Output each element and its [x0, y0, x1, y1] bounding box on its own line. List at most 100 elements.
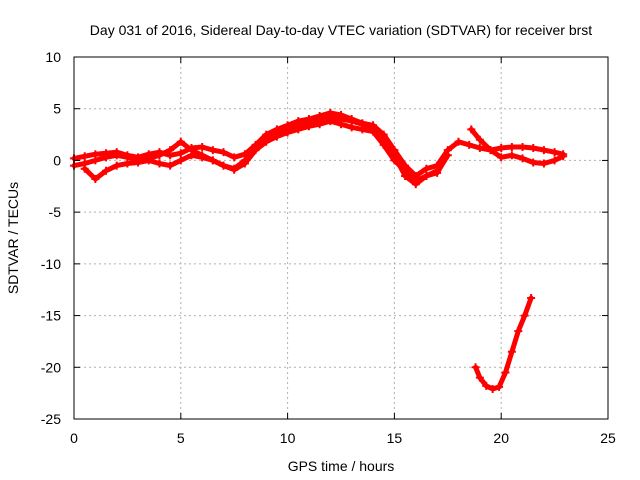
data-point	[198, 142, 207, 151]
data-point	[369, 127, 378, 136]
data-point	[166, 146, 175, 155]
data-point	[422, 164, 431, 173]
y-tick-label: 10	[45, 49, 61, 65]
data-point	[482, 381, 491, 390]
data-point	[208, 156, 217, 165]
series-track-e	[471, 293, 536, 394]
data-point	[198, 153, 207, 162]
data-point	[486, 146, 495, 155]
data-point	[518, 154, 527, 163]
x-tick-label: 15	[387, 430, 403, 446]
y-tick-label: -10	[41, 256, 61, 272]
data-point	[471, 363, 480, 372]
data-point	[155, 151, 164, 160]
data-point	[495, 382, 504, 391]
data-point	[230, 153, 239, 162]
data-point	[208, 146, 217, 155]
data-point	[219, 161, 228, 170]
data-point	[176, 137, 185, 146]
data-point	[539, 146, 548, 155]
data-point	[390, 156, 399, 165]
data-point	[112, 151, 121, 160]
data-point	[102, 153, 111, 162]
data-point	[401, 166, 410, 175]
y-tick-label: -15	[41, 308, 61, 324]
y-tick-label: 5	[53, 101, 61, 117]
data-point	[358, 125, 367, 134]
data-point	[272, 132, 281, 141]
data-point	[176, 156, 185, 165]
series-line	[473, 295, 534, 392]
data-point	[475, 144, 484, 153]
data-point	[475, 373, 484, 382]
chart-title: Day 031 of 2016, Sidereal Day-to-day VTE…	[90, 22, 592, 38]
data-point	[326, 117, 335, 126]
data-point	[337, 120, 345, 129]
data-point	[155, 159, 164, 168]
data-point	[529, 158, 538, 167]
data-point	[539, 159, 548, 168]
x-tick-label: 0	[70, 430, 78, 446]
data-point	[514, 327, 523, 336]
series-track-d	[467, 125, 568, 168]
data-point	[187, 151, 196, 160]
data-point	[467, 125, 476, 134]
y-tick-label: -5	[49, 204, 62, 220]
data-point	[507, 347, 516, 356]
data-point	[501, 368, 510, 377]
data-point	[411, 177, 420, 186]
plot-frame	[73, 56, 609, 420]
data-point	[166, 161, 175, 170]
data-point	[176, 149, 185, 158]
data-point	[488, 385, 497, 394]
data-point	[112, 161, 121, 170]
data-point	[347, 123, 356, 132]
data-point	[443, 151, 452, 160]
data-point	[315, 120, 324, 129]
data-point	[102, 166, 111, 175]
data-point	[422, 171, 431, 180]
data-point	[465, 140, 474, 149]
data-point	[251, 146, 260, 155]
data-point	[518, 142, 527, 151]
series-line	[468, 126, 566, 166]
x-tick-label: 10	[280, 430, 296, 446]
data-point	[454, 137, 463, 146]
data-point	[507, 151, 516, 160]
data-point	[497, 144, 506, 153]
y-axis-label: SDTVAR / TECUs	[5, 182, 21, 294]
data-point	[433, 168, 442, 177]
data-point	[520, 311, 529, 320]
data-point	[294, 125, 303, 134]
y-tick-label: 0	[53, 152, 61, 168]
data-point	[123, 159, 132, 168]
data-point	[230, 165, 239, 174]
x-tick-label: 20	[493, 430, 509, 446]
data-point	[497, 153, 506, 162]
data-point	[550, 148, 559, 157]
data-point	[262, 137, 271, 146]
data-point	[134, 158, 143, 167]
data-point	[527, 293, 536, 302]
series-track-c	[80, 117, 452, 186]
grid-lines	[74, 57, 608, 419]
data-point	[529, 144, 538, 153]
x-axis-label: GPS time / hours	[288, 458, 395, 474]
data-point	[80, 164, 89, 173]
data-point	[379, 140, 388, 149]
data-point	[219, 148, 228, 157]
data-point	[80, 152, 89, 161]
data-point	[283, 128, 292, 137]
x-tick-label: 5	[177, 430, 185, 446]
x-tick-label: 25	[600, 430, 616, 446]
data-point	[475, 135, 484, 144]
y-tick-label: -20	[41, 359, 61, 375]
axis-ticks: 0 5 10 15 20 25 10 5 0 -5 -10 -15 -20 -25	[41, 49, 616, 446]
data-point	[144, 156, 153, 165]
data-point	[240, 159, 249, 168]
data-point	[91, 175, 100, 184]
data-point	[304, 122, 313, 131]
data-point	[507, 142, 516, 151]
